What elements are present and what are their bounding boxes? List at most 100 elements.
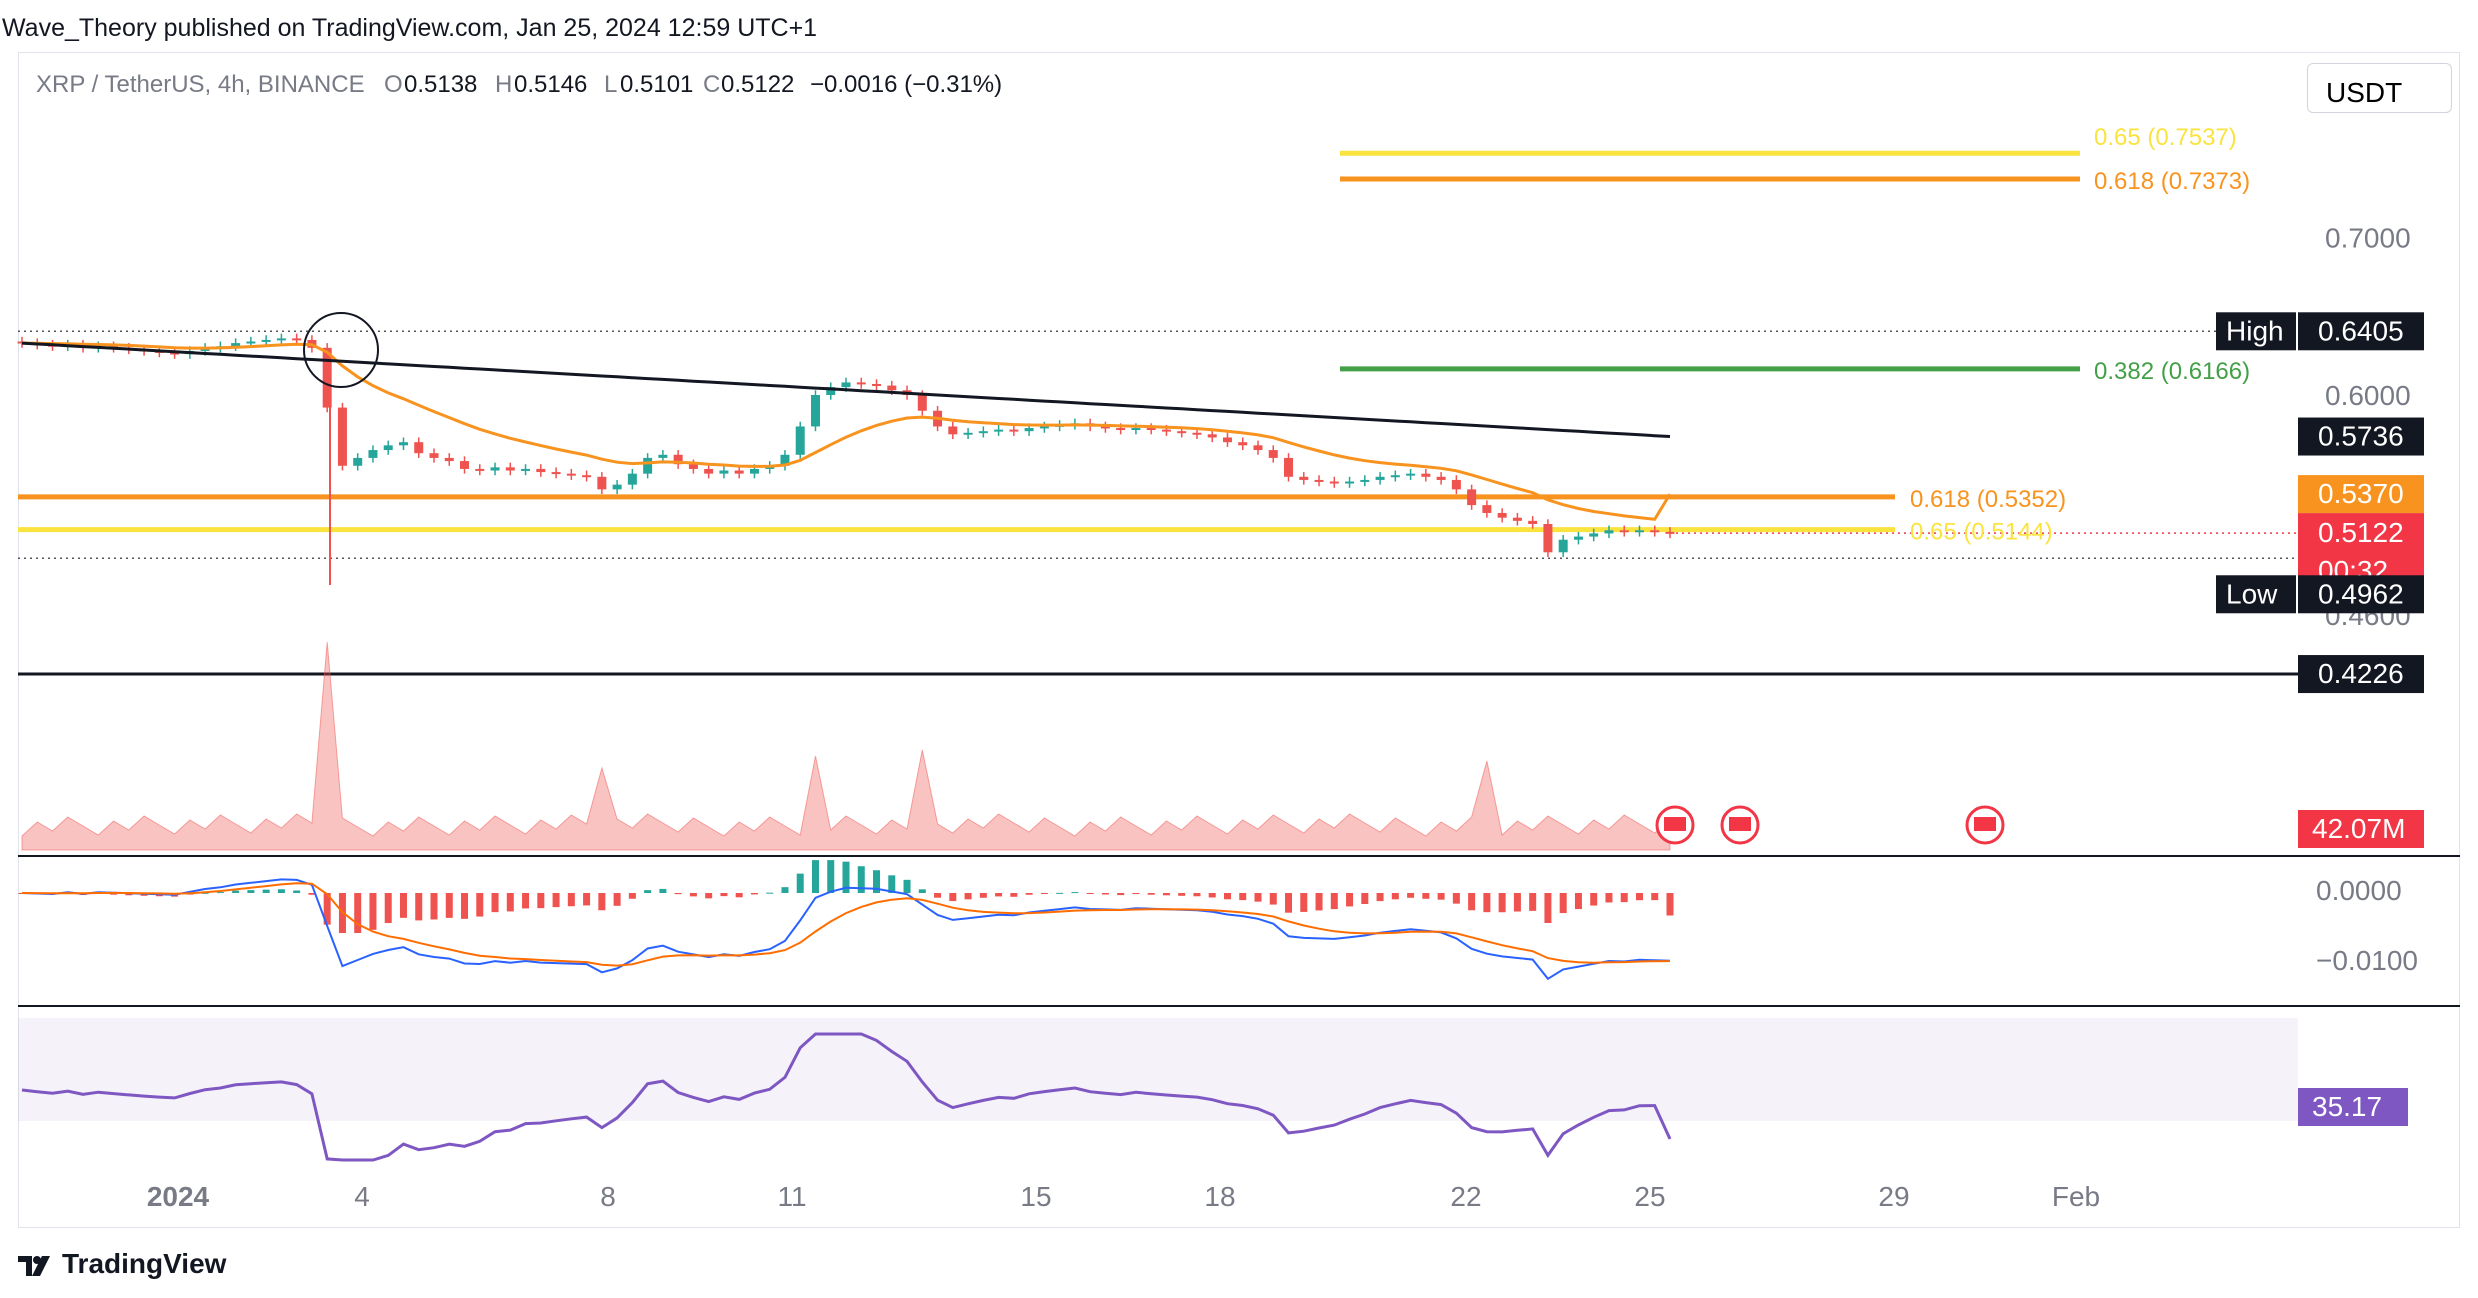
macd-histogram-bar	[1162, 893, 1170, 896]
time-axis-tick: 29	[1878, 1181, 1909, 1212]
macd-histogram-bar	[1132, 893, 1140, 895]
candle-body	[460, 461, 470, 469]
publisher-text: Wave_Theory published on TradingView.com…	[2, 14, 818, 42]
macd-histogram-bar	[674, 893, 682, 895]
macd-histogram-bar	[491, 893, 499, 913]
macd-histogram-bar	[811, 860, 819, 893]
macd-histogram-bar	[1559, 893, 1567, 914]
candle-body	[1192, 432, 1202, 435]
rsi-label: 35.17	[2312, 1091, 2382, 1122]
macd-line	[21, 878, 1671, 981]
candle-body	[856, 382, 866, 385]
candle-body	[1116, 428, 1126, 431]
macd-histogram-bar	[537, 893, 545, 909]
macd-histogram-bar	[1620, 893, 1628, 903]
signal-line	[21, 882, 1671, 967]
last-price-label: 0.5122	[2318, 517, 2404, 548]
candle-body	[643, 457, 653, 474]
macd-histogram-bar	[1452, 893, 1460, 904]
high-tag: High	[2226, 315, 2284, 346]
high-tag-bg	[2216, 312, 2296, 351]
candle-body	[749, 468, 759, 474]
candle-body	[597, 476, 607, 490]
candle-body	[1619, 530, 1629, 533]
macd-histogram-bar	[1010, 893, 1018, 897]
macd-histogram-bar	[1574, 893, 1582, 910]
macd-histogram-bar	[583, 893, 591, 906]
macd-histogram-bar	[766, 892, 774, 894]
candle-body	[536, 468, 546, 473]
low-price-label: 0.4962	[2318, 578, 2404, 609]
rsi-line	[21, 1032, 1672, 1162]
candle-body	[704, 468, 714, 474]
candle-body	[1314, 479, 1324, 482]
macd-axis-tick: 0.0000	[2316, 875, 2402, 906]
candle-body	[368, 450, 378, 458]
macd-histogram-bar	[293, 890, 301, 893]
macd-histogram-bar	[1117, 893, 1125, 896]
candle-body	[261, 339, 271, 342]
candle-body	[1604, 530, 1614, 534]
candle-body	[521, 468, 531, 471]
macd-histogram-bar	[1025, 893, 1033, 895]
candle-body	[1512, 517, 1522, 521]
candle-body	[1253, 445, 1263, 451]
high-value-legend: 0.5146	[514, 71, 587, 98]
macd-histogram-bar	[1223, 893, 1231, 900]
macd-histogram-bar	[1605, 893, 1613, 903]
candle-body	[551, 472, 561, 475]
macd-histogram-bar	[1635, 893, 1643, 901]
candle-body	[490, 467, 500, 471]
fib-label: 0.65 (0.7537)	[2094, 124, 2237, 151]
macd-histogram-bar	[430, 893, 438, 920]
currency-button[interactable]: USDT	[2307, 63, 2452, 113]
candle-body	[505, 467, 515, 471]
candle-body	[1039, 426, 1049, 429]
macd-histogram-bar	[1208, 893, 1216, 898]
candle-body	[1299, 476, 1309, 480]
volume-label-bg	[2298, 810, 2424, 848]
macd-histogram-bar	[659, 888, 667, 893]
candle-body	[322, 347, 332, 408]
low-tag: Low	[2226, 578, 2278, 609]
macd-histogram-bar	[1437, 893, 1445, 900]
macd-histogram-bar	[323, 893, 331, 925]
macd-histogram-bar	[1651, 893, 1659, 901]
macd-histogram-bar	[1056, 892, 1064, 894]
ohlc-legend: XRP / TetherUS, 4h, BINANCE O 0.5138 H 0…	[36, 71, 1002, 98]
macd-histogram-bar	[857, 866, 865, 893]
open-label: O	[384, 71, 403, 98]
candle-body	[994, 429, 1004, 432]
candle-body	[276, 338, 286, 341]
candle-body	[582, 475, 592, 478]
macd-histogram-bar	[1269, 893, 1277, 905]
macd-histogram-bar	[1529, 893, 1537, 911]
candle-body	[246, 341, 256, 344]
candle-body	[292, 338, 302, 341]
macd-histogram-bar	[232, 890, 240, 893]
ema200-price-label: 0.5736	[2318, 421, 2404, 452]
candle-body	[1436, 476, 1446, 480]
close-value-legend: 0.5122	[721, 71, 794, 98]
macd-histogram-bar	[1468, 893, 1476, 911]
candle-body	[475, 468, 485, 471]
high-price-label: 0.6405	[2318, 315, 2404, 346]
macd-histogram-bar	[476, 893, 484, 917]
macd-histogram-bar	[369, 893, 377, 930]
candle-body	[627, 473, 637, 485]
macd-histogram-bar	[918, 889, 926, 893]
macd-histogram-bar	[735, 893, 743, 898]
macd-histogram-bar	[1193, 893, 1201, 897]
macd-histogram-bar	[1361, 893, 1369, 905]
close-label-legend: C	[703, 71, 720, 98]
chart-frame[interactable]	[18, 52, 2460, 1228]
candle-body	[948, 426, 958, 435]
low-label-legend: L	[604, 71, 617, 98]
macd-histogram-bar	[461, 893, 469, 919]
annotation-circle	[303, 312, 379, 388]
fib-label: 0.618 (0.5352)	[1910, 486, 2066, 513]
macd-histogram-bar	[644, 890, 652, 893]
macd-histogram-bar	[1300, 893, 1308, 912]
candle-body	[826, 387, 836, 395]
